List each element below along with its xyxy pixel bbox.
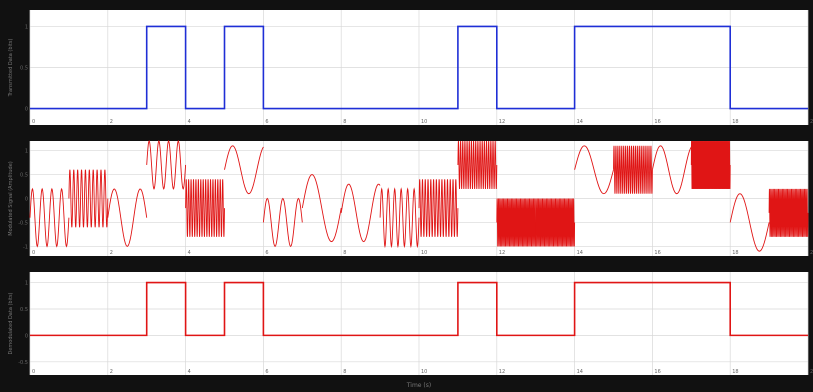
signal-segment-17 (651, 145, 692, 195)
signal-segment-16 (613, 145, 653, 194)
signal-segment-6 (224, 145, 264, 195)
y-tick-label: 1 (25, 149, 28, 155)
x-tick-label: 14 (577, 250, 583, 256)
signal-segment-4 (146, 139, 187, 190)
signal-segment-13 (496, 198, 537, 247)
x-tick-label: 6 (265, 369, 268, 375)
x-tick-label: 0 (32, 119, 35, 125)
panel-1: 0 2 4 6 8 10 12 14 16 18 20 1 0.5 0 Transmitted Data (… (8, 10, 813, 125)
x-tick-label: 12 (499, 369, 505, 375)
x-tick-label: 6 (265, 119, 268, 125)
x-tick-label: 16 (654, 369, 660, 375)
signal-segment-8 (301, 174, 342, 243)
x-tick-label: 12 (499, 250, 505, 256)
x-tick-label: 8 (343, 119, 346, 125)
signal-segment-7 (262, 197, 303, 248)
x-tick-label: 18 (732, 369, 738, 375)
signal-segment-18 (690, 140, 731, 189)
x-tick-label: 16 (654, 250, 660, 256)
x-tick-label: 12 (499, 119, 505, 125)
signal-segment-5 (185, 179, 225, 237)
signal-segment-1 (29, 187, 70, 248)
x-tick-label: 10 (421, 369, 427, 375)
signal-segment-10 (379, 187, 420, 249)
signal-segment-20 (768, 188, 809, 237)
y-tick-label: -0.5 (18, 360, 28, 366)
signal-segment-15 (574, 145, 614, 195)
y-tick-label: -0.5 (18, 220, 28, 226)
y-tick-label: 0 (25, 197, 28, 203)
x-tick-label: 2 (110, 369, 113, 375)
signal-segment-2 (68, 169, 109, 228)
x-tick-label: 4 (188, 250, 191, 256)
signal-segment-12 (457, 140, 498, 189)
x-tick-label: 10 (421, 250, 427, 256)
y-tick-label: 1 (25, 24, 28, 30)
y-tick-label: 0 (25, 333, 28, 339)
x-tick-label: 20 (810, 369, 813, 375)
x-tick-label: 14 (577, 369, 583, 375)
x-tick-label: 6 (265, 250, 268, 256)
panel-2: 0 2 4 6 8 10 12 14 16 18 20 1 0.5 0 -0.5 -1 Modulated Si… (8, 139, 813, 256)
x-tick-label: 20 (810, 250, 813, 256)
x-tick-label: 16 (654, 119, 660, 125)
x-tick-label: 8 (343, 250, 346, 256)
x-tick-label: 14 (577, 119, 583, 125)
x-tick-label: 0 (32, 250, 35, 256)
x-tick-label: 10 (421, 119, 427, 125)
y-axis-label: Transmitted Data (bits) (8, 39, 14, 98)
x-tick-label: 18 (732, 119, 738, 125)
x-tick-label: 18 (732, 250, 738, 256)
series-line-1 (30, 281, 808, 337)
y-tick-label: 1 (25, 281, 28, 287)
y-axis-label: Demodulated Data (bits) (8, 292, 14, 354)
x-tick-label: 20 (810, 119, 813, 125)
panel-3: 0 2 4 6 8 10 12 14 16 18 20 1 0.5 0 -0.5 Demodulated Da… (8, 272, 813, 389)
signal-segment-19 (729, 193, 770, 252)
signal-segment-9 (340, 183, 381, 243)
y-tick-label: -1 (23, 244, 28, 250)
y-tick-label: 0.5 (20, 173, 28, 179)
x-tick-label: 8 (343, 369, 346, 375)
x-tick-label: 2 (110, 250, 113, 256)
y-axis-label: Modulated Signal (Amplitude) (8, 161, 14, 235)
signal-segment-11 (418, 179, 459, 237)
signal-segment-3 (107, 188, 148, 248)
x-tick-label: 0 (32, 369, 35, 375)
x-tick-label: 2 (110, 119, 113, 125)
y-tick-label: 0 (25, 107, 28, 113)
signal-segment-14 (535, 198, 576, 247)
series-line-1 (30, 25, 808, 110)
x-axis-label: Time (s) (406, 382, 431, 389)
x-tick-label: 4 (188, 369, 191, 375)
x-tick-label: 4 (188, 119, 191, 125)
y-tick-label: 0.5 (20, 307, 28, 313)
y-tick-label: 0.5 (20, 66, 28, 72)
